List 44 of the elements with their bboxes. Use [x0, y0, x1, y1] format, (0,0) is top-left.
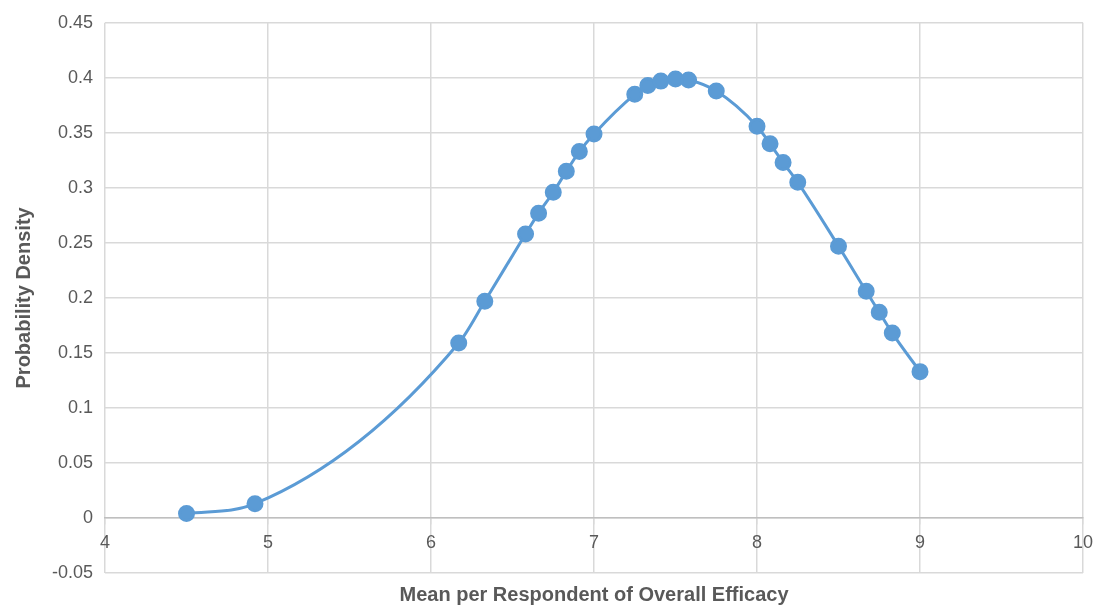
point: [680, 71, 698, 89]
point: [626, 85, 644, 103]
x-tick-label: 8: [752, 531, 763, 552]
point: [450, 334, 468, 352]
x-axis-title: Mean per Respondent of Overall Efficacy: [399, 582, 790, 605]
point: [789, 173, 807, 191]
point: [761, 135, 779, 153]
point: [178, 505, 196, 523]
point: [585, 125, 603, 143]
y-tick-label: 0.15: [57, 341, 94, 362]
y-tick-label: 0.45: [57, 11, 94, 32]
point: [911, 363, 929, 381]
y-tick-label: 0.25: [57, 231, 94, 252]
point: [530, 204, 548, 222]
point: [774, 154, 792, 172]
point: [707, 82, 725, 100]
point: [557, 162, 575, 180]
point: [652, 72, 670, 90]
x-tick-label: 6: [426, 531, 437, 552]
point: [476, 292, 494, 310]
y-axis-title: Probability Density: [11, 206, 34, 389]
point: [857, 282, 875, 300]
point: [830, 237, 848, 255]
y-tick-label: 0: [83, 506, 94, 527]
x-tick-label: 5: [263, 531, 274, 552]
point: [517, 225, 535, 243]
point: [748, 117, 766, 135]
point: [544, 183, 562, 201]
y-tick-label: 0.4: [68, 66, 94, 87]
y-tick-label: 0.1: [68, 396, 94, 417]
y-tick-label: 0.2: [68, 286, 94, 307]
point: [639, 77, 657, 95]
x-tick-label: 10: [1072, 531, 1094, 552]
y-tick-label: -0.05: [52, 561, 94, 582]
point: [883, 324, 901, 342]
y-tick-label: 0.35: [57, 121, 94, 142]
x-tick-label: 7: [589, 531, 600, 552]
y-tick-label: 0.3: [68, 176, 94, 197]
x-tick-label: 4: [100, 531, 111, 552]
point: [870, 303, 888, 321]
x-tick-label: 9: [915, 531, 926, 552]
point: [246, 495, 264, 513]
point: [570, 143, 588, 161]
y-tick-label: 0.05: [57, 451, 94, 472]
